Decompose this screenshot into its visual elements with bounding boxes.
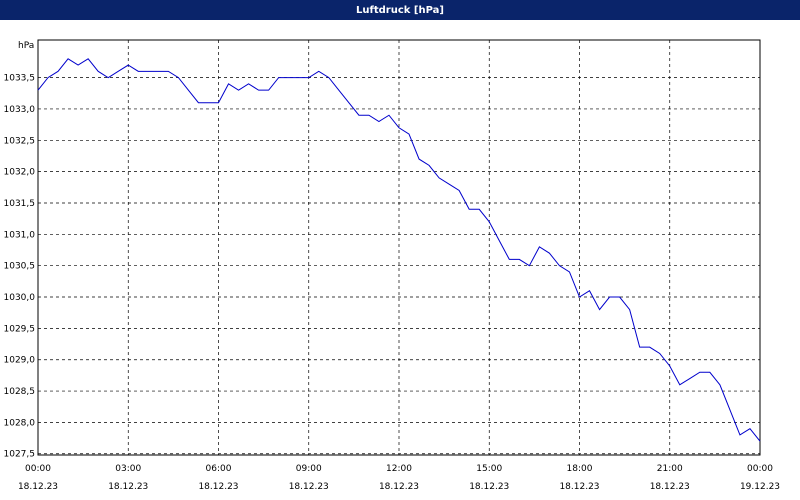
y-tick-label: 1030,5 <box>4 262 36 272</box>
x-tick-label: 21:00 18.12.23 <box>650 464 690 492</box>
x-tick-label: 03:00 18.12.23 <box>108 464 148 492</box>
x-tick-label: 18:00 18.12.23 <box>559 464 599 492</box>
y-tick-label: 1032,0 <box>4 168 36 178</box>
y-tick-label: 1031,5 <box>4 199 36 209</box>
data-line <box>37 58 761 442</box>
y-tick-label: 1030,0 <box>4 293 36 303</box>
y-tick-label: 1029,5 <box>4 324 36 334</box>
y-tick-label: 1033,0 <box>4 105 36 115</box>
y-tick-label: 1027,5 <box>4 450 36 460</box>
chart-title: Luftdruck [hPa] <box>356 5 444 16</box>
x-tick-label: 06:00 18.12.23 <box>198 464 238 492</box>
y-tick-label: 1033,5 <box>4 74 36 84</box>
y-tick-label: 1029,0 <box>4 356 36 366</box>
x-tick-label: 00:00 18.12.23 <box>18 464 58 492</box>
x-tick-label: 15:00 18.12.23 <box>469 464 509 492</box>
y-tick-label: 1031,0 <box>4 230 36 240</box>
y-tick-label: 1032,5 <box>4 136 36 146</box>
y-axis-label: hPa <box>18 41 34 51</box>
y-tick-label: 1028,5 <box>4 387 36 397</box>
title-bar <box>0 0 800 20</box>
x-tick-label: 00:00 19.12.23 <box>740 464 780 492</box>
y-tick-label: 1028,0 <box>4 418 36 428</box>
x-tick-label: 09:00 18.12.23 <box>289 464 329 492</box>
x-tick-label: 12:00 18.12.23 <box>379 464 419 492</box>
